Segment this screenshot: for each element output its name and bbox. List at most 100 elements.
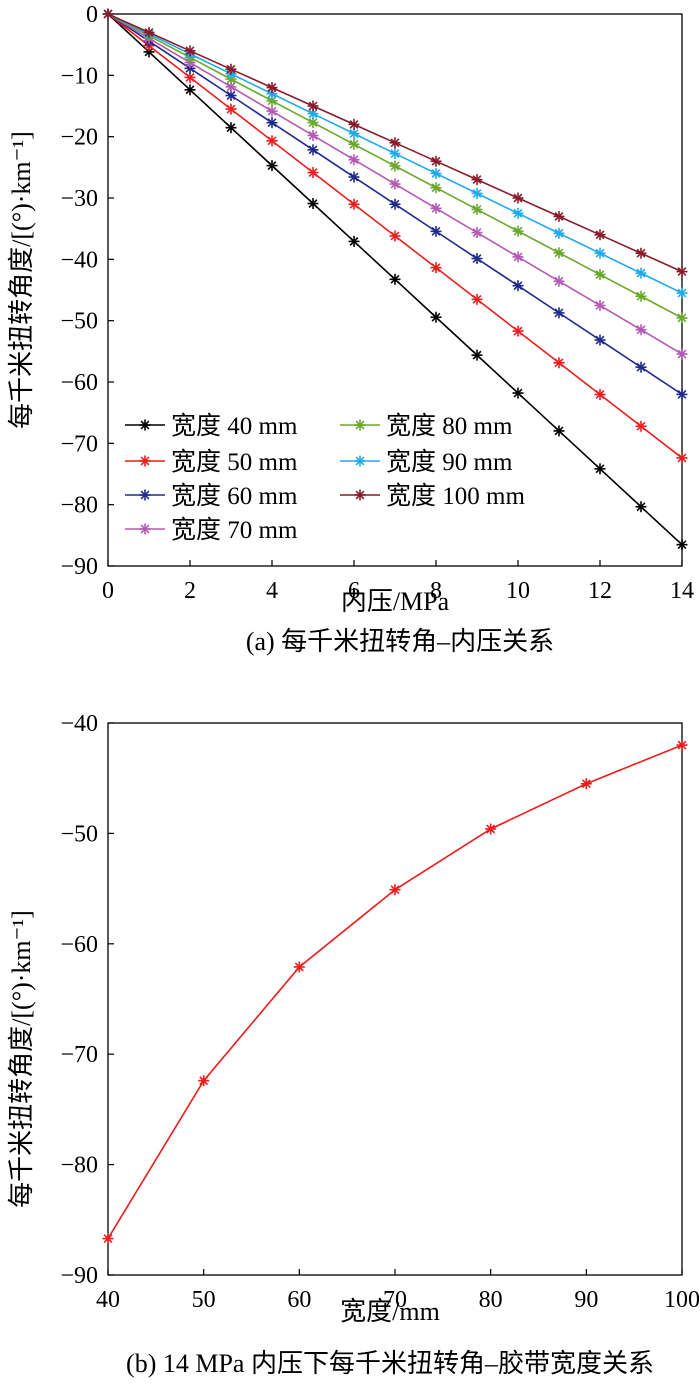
data-point — [430, 182, 442, 194]
data-point — [307, 100, 319, 112]
data-point — [389, 230, 401, 242]
data-point — [676, 388, 688, 400]
y-tick-label: −60 — [60, 370, 98, 396]
data-point — [635, 420, 647, 432]
data-point — [471, 227, 483, 239]
data-point — [594, 229, 606, 241]
data-point — [676, 312, 688, 324]
data-point — [553, 227, 565, 239]
legend-label: 宽度 70 mm — [171, 516, 298, 544]
data-point — [307, 108, 319, 120]
data-point — [266, 160, 278, 172]
data-point — [225, 63, 237, 75]
x-tick-label: 100 — [664, 1287, 700, 1313]
data-point — [266, 135, 278, 147]
data-point — [553, 247, 565, 259]
data-point — [348, 171, 360, 183]
data-point — [307, 144, 319, 156]
x-tick-label: 6 — [348, 578, 360, 604]
data-point — [635, 501, 647, 513]
x-tick-label: 70 — [383, 1287, 407, 1313]
data-point — [348, 198, 360, 210]
data-point — [553, 425, 565, 437]
y-tick-label: −80 — [60, 1153, 98, 1179]
data-point — [389, 160, 401, 172]
x-tick-label: 2 — [184, 578, 196, 604]
legend-marker — [354, 419, 366, 431]
data-point — [430, 262, 442, 274]
x-tick-label: 90 — [574, 1287, 598, 1313]
data-point — [553, 275, 565, 287]
y-tick-label: −20 — [60, 125, 98, 151]
plot-frame — [107, 722, 683, 1276]
data-point — [512, 387, 524, 399]
data-point — [389, 178, 401, 190]
data-point — [512, 280, 524, 292]
chart-a: 0 2 4 6 8 10 12 14 0 −10 −20 −30 −40 −50 −60 −70 −80 −90 内… — [7, 2, 694, 656]
x-tick-label: 50 — [192, 1287, 216, 1313]
data-point — [389, 148, 401, 160]
data-point — [635, 267, 647, 279]
y-tick-label: −90 — [60, 1263, 98, 1289]
data-point — [512, 251, 524, 263]
data-point — [471, 349, 483, 361]
data-point — [430, 167, 442, 179]
data-point — [102, 1233, 114, 1245]
data-point — [676, 739, 688, 751]
data-point — [594, 247, 606, 259]
data-point — [512, 192, 524, 204]
data-point — [485, 823, 497, 835]
data-point — [430, 202, 442, 214]
data-point — [512, 207, 524, 219]
data-point — [512, 225, 524, 237]
data-point — [389, 137, 401, 149]
x-tick-label: 8 — [430, 578, 442, 604]
data-point — [198, 1075, 210, 1087]
x-tick-label: 40 — [96, 1287, 120, 1313]
data-point — [580, 778, 592, 790]
data-point — [553, 210, 565, 222]
y-tick-label: −50 — [60, 821, 98, 847]
legend-label: 宽度 40 mm — [171, 412, 298, 440]
data-point — [389, 884, 401, 896]
data-point — [594, 389, 606, 401]
y-tick-label: −50 — [60, 309, 98, 335]
data-point — [594, 463, 606, 475]
data-point — [266, 105, 278, 117]
legend-marker — [354, 489, 366, 501]
data-point — [676, 287, 688, 299]
data-point — [225, 122, 237, 134]
legend-label: 宽度 60 mm — [171, 482, 298, 510]
y-tick-label: −90 — [60, 554, 98, 580]
y-tick-label: −70 — [60, 431, 98, 457]
legend-marker — [139, 419, 151, 431]
caption-a: (a) 每千米扭转角–内压关系 — [246, 627, 554, 656]
data-point — [635, 247, 647, 259]
data-point — [266, 82, 278, 94]
y-tick-label: −70 — [60, 1042, 98, 1068]
legend-label: 宽度 100 mm — [386, 482, 525, 510]
data-point — [594, 269, 606, 281]
data-point — [225, 103, 237, 115]
data-point — [676, 539, 688, 551]
y-tick-label: 0 — [86, 2, 98, 28]
data-point — [594, 334, 606, 346]
data-point — [594, 299, 606, 311]
y-tick-label: −60 — [60, 932, 98, 958]
data-point — [635, 361, 647, 373]
data-point — [471, 187, 483, 199]
x-tick-label: 12 — [588, 578, 612, 604]
y-tick-label: −30 — [60, 186, 98, 212]
chart-b: 40 50 60 70 80 90 100 −40 −50 −60 −70 −80 −90 宽度/mm 每千… — [7, 711, 700, 1378]
data-point — [266, 117, 278, 129]
data-point — [184, 45, 196, 57]
data-point — [266, 95, 278, 107]
data-point — [348, 128, 360, 140]
caption-b: (b) 14 MPa 内压下每千米扭转角–胶带宽度关系 — [126, 1349, 654, 1378]
data-point — [676, 452, 688, 464]
data-point — [348, 118, 360, 130]
data-point — [348, 154, 360, 166]
x-axis-label: 内压/MPa — [341, 587, 450, 616]
data-point — [471, 293, 483, 305]
